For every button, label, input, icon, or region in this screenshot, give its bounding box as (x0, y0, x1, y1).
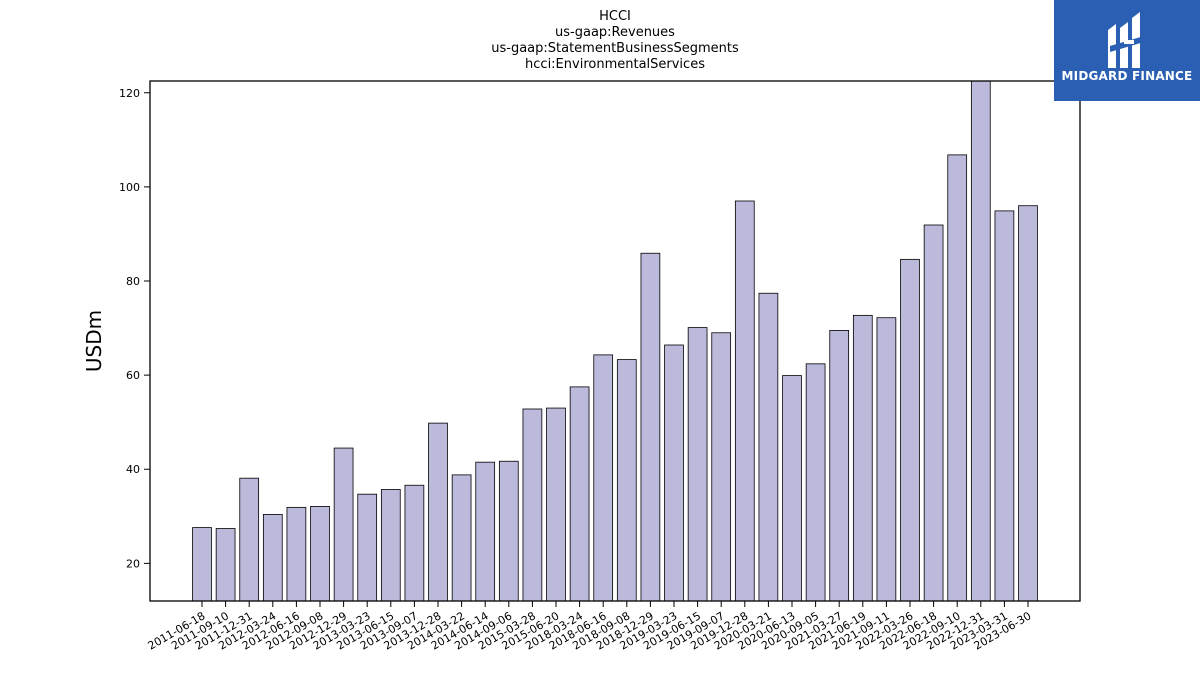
bar-2019-03-23 (664, 344, 684, 601)
bar-2012-03-24 (262, 514, 283, 601)
bar-2011-06-18 (192, 527, 212, 601)
bar-2012-09-08 (310, 506, 330, 601)
chart-title-line-1: HCCI (599, 9, 631, 24)
bar-2021-03-27 (829, 330, 850, 601)
y-tick-label: 100 (119, 181, 140, 194)
bar-2019-09-07 (711, 332, 732, 601)
midgard-logo-icon (1108, 12, 1144, 68)
bar-2020-06-13 (782, 375, 802, 601)
bar-2018-12-29 (640, 252, 661, 601)
bar-2022-06-18 (923, 224, 944, 601)
y-tick-label: 20 (126, 557, 140, 570)
chart-title-line-2: us-gaap:Revenues (555, 25, 675, 40)
bar-2022-03-26 (900, 258, 920, 601)
chart-title: HCCI us-gaap:Revenues us-gaap:StatementB… (491, 9, 739, 72)
bar-2011-09-10 (215, 528, 236, 601)
bar-series (192, 81, 1038, 601)
logo-text: MIDGARD FINANCE (1061, 69, 1193, 83)
bar-2019-06-15 (687, 327, 708, 601)
bar-2012-12-29 (333, 447, 354, 601)
y-tick-label: 80 (126, 275, 140, 288)
bar-2014-03-22 (451, 474, 472, 601)
bar-2022-09-10 (947, 154, 968, 601)
y-tick-label: 60 (126, 369, 140, 382)
bar-2013-03-23 (357, 493, 378, 601)
bar-2013-09-07 (404, 484, 425, 601)
bar-2021-09-11 (876, 317, 897, 601)
bar-2015-06-20 (546, 407, 566, 601)
x-axis: 2011-06-182011-09-102011-12-312012-03-24… (146, 601, 1034, 653)
chart-title-line-4: hcci:EnvironmentalServices (525, 57, 705, 72)
bar-2011-12-31 (239, 477, 260, 601)
bar-2019-12-28 (734, 200, 755, 601)
y-tick-label: 40 (126, 463, 140, 476)
plot-frame (149, 80, 1081, 602)
bar-2020-09-05 (805, 363, 826, 601)
bar-2021-06-19 (852, 314, 873, 601)
y-axis-label: USDm (82, 310, 106, 372)
bar-2018-06-16 (593, 354, 614, 601)
midgard-finance-logo: MIDGARD FINANCE (1054, 0, 1200, 101)
bar-2014-09-06 (498, 460, 519, 601)
bar-2014-06-14 (475, 461, 496, 601)
y-axis: 20 40 60 80 100 120 (119, 87, 150, 570)
chart-title-line-3: us-gaap:StatementBusinessSegments (491, 41, 739, 56)
bar-2013-06-15 (380, 489, 401, 601)
bar-2022-12-31 (970, 81, 991, 601)
bar-2020-03-21 (758, 292, 779, 601)
bar-2015-03-28 (522, 408, 543, 601)
bar-2012-06-16 (286, 506, 307, 601)
bar-2018-09-08 (616, 359, 637, 601)
bar-2013-12-28 (428, 422, 448, 601)
y-tick-label: 120 (119, 87, 140, 100)
bar-2023-03-31 (994, 210, 1015, 601)
bar-2018-03-24 (569, 386, 590, 601)
bar-2023-06-30 (1018, 205, 1038, 601)
